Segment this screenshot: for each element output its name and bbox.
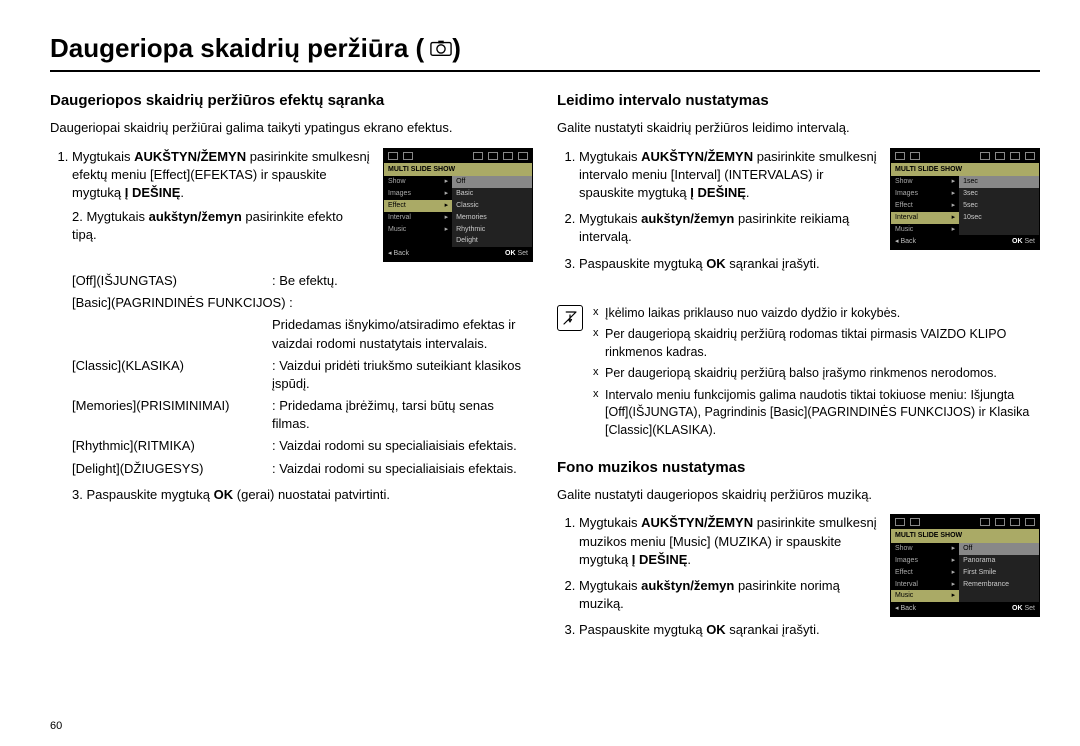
def-term: [Basic](PAGRINDINĖS FUNKCIJOS) : xyxy=(72,294,293,312)
def-desc: : Vaizdai rodomi su specialiaisiais efek… xyxy=(272,460,533,478)
def-desc: Pridedamas išnykimo/atsiradimo efektas i… xyxy=(272,316,533,352)
note-item: Įkėlimo laikas priklauso nuo vaizdo dydž… xyxy=(593,305,1040,323)
def-term: [Classic](KLASIKA) xyxy=(72,357,272,393)
step-2: Mygtukais aukštyn/žemyn pasirinkite nori… xyxy=(579,577,878,613)
step-1: Mygtukais AUKŠTYN/ŽEMYN pasirinkite smul… xyxy=(72,148,533,262)
def-row: [Basic](PAGRINDINĖS FUNKCIJOS) : xyxy=(72,294,533,312)
note-item: Intervalo meniu funkcijomis galima naudo… xyxy=(593,387,1040,440)
page-title: Daugeriopa skaidrių peržiūra ( ) xyxy=(50,30,1040,72)
def-desc: : Be efektų. xyxy=(272,272,533,290)
lcd-interval: MULTI SLIDE SHOWShow▸Images▸Effect▸Inter… xyxy=(890,148,1040,251)
page-number: 60 xyxy=(50,719,62,734)
left-column: Daugeriopos skaidrių peržiūros efektų są… xyxy=(50,86,533,657)
title-suffix: ) xyxy=(452,30,461,66)
section-heading: Daugeriopos skaidrių peržiūros efektų są… xyxy=(50,90,533,111)
def-row: [Memories](PRISIMINIMAI): Pridedama įbrė… xyxy=(72,397,533,433)
note-item: Per daugeriopą skaidrių peržiūrą rodomas… xyxy=(593,326,1040,361)
def-row: [Rhythmic](RITMIKA): Vaizdai rodomi su s… xyxy=(72,437,533,455)
def-desc xyxy=(293,294,533,312)
note-item: Per daugeriopą skaidrių peržiūrą balso į… xyxy=(593,365,1040,383)
def-term: [Rhythmic](RITMIKA) xyxy=(72,437,272,455)
section-heading: Fono muzikos nustatymas xyxy=(557,457,1040,478)
step-1: Mygtukais AUKŠTYN/ŽEMYN pasirinkite smul… xyxy=(579,148,878,203)
step-2: Mygtukais aukštyn/žemyn pasirinkite reik… xyxy=(579,210,878,246)
title-icon xyxy=(430,39,452,57)
step-3: Paspauskite mygtuką OK sąrankai įrašyti. xyxy=(579,621,878,639)
intro: Galite nustatyti daugeriopos skaidrių pe… xyxy=(557,486,1040,504)
step-3: Paspauskite mygtuką OK sąrankai įrašyti. xyxy=(579,255,878,273)
def-row: [Classic](KLASIKA): Vaizdui pridėti triu… xyxy=(72,357,533,393)
steps-list: Mygtukais AUKŠTYN/ŽEMYN pasirinkite smul… xyxy=(50,148,533,262)
note-box: Įkėlimo laikas priklauso nuo vaizdo dydž… xyxy=(557,305,1040,444)
title-text: Daugeriopa skaidrių peržiūra ( xyxy=(50,30,424,66)
note-icon xyxy=(557,305,583,331)
def-desc: : Vaizdui pridėti triukšmo suteikiant kl… xyxy=(272,357,533,393)
definitions: [Off](IŠJUNGTAS): Be efektų. [Basic](PAGR… xyxy=(72,272,533,478)
intro: Daugeriopai skaidrių peržiūrai galima ta… xyxy=(50,119,533,137)
lcd-effect: MULTI SLIDE SHOWShow▸Images▸Effect▸Inter… xyxy=(383,148,533,262)
note-list: Įkėlimo laikas priklauso nuo vaizdo dydž… xyxy=(593,305,1040,444)
def-term: [Off](IŠJUNGTAS) xyxy=(72,272,272,290)
steps-list: Mygtukais AUKŠTYN/ŽEMYN pasirinkite smul… xyxy=(557,514,878,647)
def-row: [Off](IŠJUNGTAS): Be efektų. xyxy=(72,272,533,290)
right-column: Leidimo intervalo nustatymas Galite nust… xyxy=(557,86,1040,657)
step-1: Mygtukais AUKŠTYN/ŽEMYN pasirinkite smul… xyxy=(579,514,878,569)
def-term: [Delight](DŽIUGESYS) xyxy=(72,460,272,478)
steps-list: Mygtukais AUKŠTYN/ŽEMYN pasirinkite smul… xyxy=(557,148,878,281)
intro: Galite nustatyti skaidrių peržiūros leid… xyxy=(557,119,1040,137)
def-desc: : Pridedama įbrėžimų, tarsi būtų senas f… xyxy=(272,397,533,433)
step-2-inline: 2. Mygtukais aukštyn/žemyn pasirinkite e… xyxy=(72,208,371,244)
def-term: [Memories](PRISIMINIMAI) xyxy=(72,397,272,433)
section-heading: Leidimo intervalo nustatymas xyxy=(557,90,1040,111)
def-row: [Delight](DŽIUGESYS): Vaizdai rodomi su … xyxy=(72,460,533,478)
step-3: 3. Paspauskite mygtuką OK (gerai) nuosta… xyxy=(72,486,533,504)
def-desc: : Vaizdai rodomi su specialiaisiais efek… xyxy=(272,437,533,455)
lcd-music: MULTI SLIDE SHOWShow▸Images▸Effect▸Inter… xyxy=(890,514,1040,617)
